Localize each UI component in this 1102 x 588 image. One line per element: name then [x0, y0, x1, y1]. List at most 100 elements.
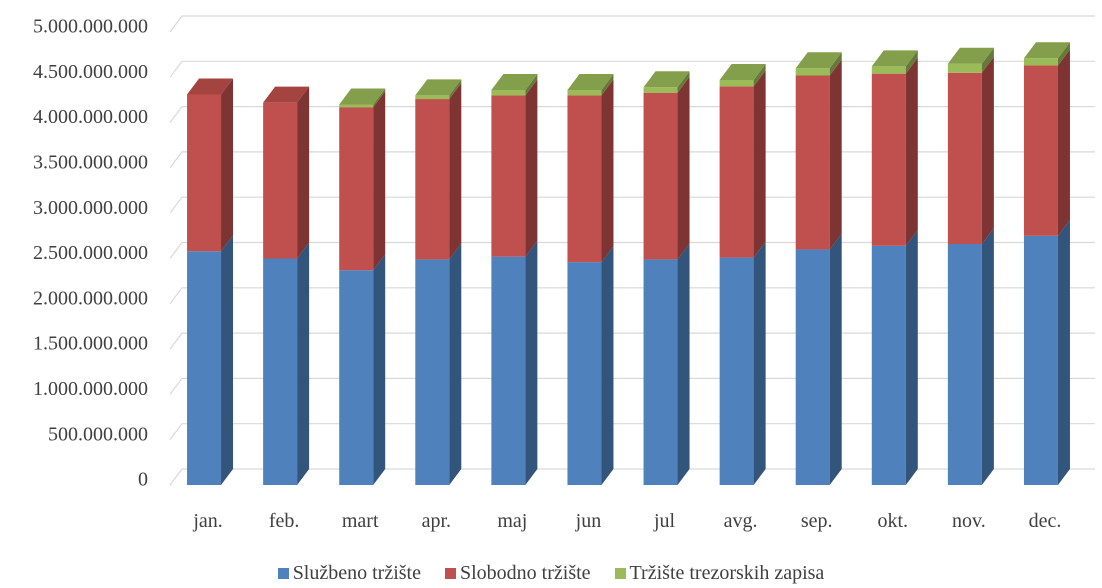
bar-segment-treasury-side: [905, 50, 918, 74]
bar-segment-free: [415, 99, 450, 260]
bar-segment-free: [491, 95, 526, 257]
y-tick-label: 5.000.000.000: [33, 16, 148, 38]
gridline: [169, 60, 1095, 78]
y-tick-label: 1.000.000.000: [33, 378, 148, 400]
bar-segment-official: [415, 259, 450, 485]
bar-segment-free: [339, 107, 374, 271]
x-tick-label: avg.: [724, 510, 758, 532]
bar-segment-official-side: [753, 241, 766, 485]
bar-segment-treasury-top: [339, 88, 386, 105]
x-tick-label: sep.: [801, 510, 833, 532]
bar-segment-official-side: [601, 246, 614, 485]
gridline: [169, 332, 1095, 350]
bar-segment-treasury: [947, 63, 982, 73]
y-tick-label: 1.500.000.000: [33, 333, 148, 355]
bar-segment-treasury: [643, 87, 678, 93]
bar-segment-free-side: [677, 76, 690, 260]
x-tick-label: okt.: [878, 510, 909, 532]
bar-segment-free: [795, 75, 830, 250]
bar-segment-official-side: [297, 242, 310, 485]
bar-segment-treasury-top: [1023, 42, 1070, 59]
bar-segment-free: [1023, 65, 1058, 236]
bar-segment-free-top: [263, 86, 310, 103]
bar-segment-free-side: [905, 57, 918, 246]
bar-segment-treasury-top: [719, 64, 766, 81]
bar-segment-treasury-side: [449, 79, 462, 100]
bar-segment-treasury: [871, 66, 906, 74]
gridline: [169, 105, 1095, 123]
bar-segment-official: [643, 259, 678, 485]
bar-segment-official-side: [449, 243, 462, 485]
bar-segment-treasury-side: [601, 73, 614, 96]
bar-segment-free: [643, 92, 678, 260]
legend-swatch: [277, 568, 289, 579]
gridline: [169, 287, 1095, 305]
y-tick-label: 2.500.000.000: [33, 242, 148, 264]
bar-segment-official: [871, 245, 906, 485]
x-tick-label: mart: [342, 510, 379, 532]
legend-item: Tržište trezorskih zapisa: [614, 562, 825, 585]
legend-swatch: [445, 568, 456, 579]
bar-segment-free: [871, 73, 906, 246]
bar-segment-official: [339, 270, 374, 485]
bar-segment-free-side: [753, 70, 766, 258]
gridline: [169, 423, 1095, 441]
bar-segment-treasury-side: [525, 73, 538, 96]
x-tick-label: apr.: [422, 510, 451, 532]
bar-segment-official: [187, 251, 222, 485]
y-tick-label: 0: [138, 469, 148, 491]
bar-segment-treasury: [415, 95, 450, 100]
bar-segment-official-side: [525, 240, 538, 485]
bar-segment-treasury: [1023, 58, 1058, 66]
bar-segment-free-side: [829, 59, 842, 250]
gridline: [169, 377, 1095, 395]
legend-item: Službeno tržište: [277, 562, 421, 585]
bar-segment-official: [567, 262, 602, 485]
bar-segment-treasury-top: [871, 50, 918, 67]
bar-segment-treasury: [719, 80, 754, 87]
bar-segment-free: [263, 102, 298, 259]
bar-segment-free-side: [981, 56, 994, 245]
bar-segment-treasury-side: [981, 47, 994, 73]
bar-segment-official: [719, 257, 754, 485]
bar-segment-official-side: [905, 229, 918, 485]
bar-segment-treasury-side: [677, 71, 690, 93]
legend-label: Slobodno tržište: [460, 562, 591, 584]
y-tick-label: 3.500.000.000: [33, 151, 148, 173]
stacked-bar-chart: 0 500.000.000 1.000.000.000 1.500.000.000 2.…: [33, 15, 1095, 532]
legend-swatch: [614, 568, 626, 579]
bar-segment-treasury-top: [491, 73, 538, 90]
legend-label: Tržište trezorskih zapisa: [629, 562, 825, 584]
bar-segment-treasury: [491, 89, 526, 96]
y-tick-label: 500.000.000: [48, 423, 148, 445]
bar-segment-treasury-top: [795, 52, 842, 69]
bar-segment-treasury-side: [753, 64, 766, 87]
bar-segment-official-side: [981, 228, 994, 485]
bar-segment-free-side: [297, 86, 310, 259]
bar-segment-treasury-top: [947, 47, 994, 64]
y-tick-label: 4.500.000.000: [33, 61, 148, 83]
x-tick-label: jan.: [192, 510, 222, 532]
bar-segment-official: [263, 258, 298, 485]
bar-segment-free: [567, 95, 602, 263]
legend-label: Službeno tržište: [292, 562, 421, 584]
gridline: [169, 15, 1095, 33]
bar-segment-free: [719, 86, 754, 258]
x-tick-label: jul: [653, 510, 676, 532]
bar-segment-free: [947, 72, 982, 245]
bar-segment-treasury-side: [1057, 42, 1070, 66]
bar-segment-free-side: [525, 79, 538, 257]
bar-segment-official: [795, 249, 830, 485]
bar-segment-official: [1023, 235, 1058, 485]
legend: Službeno tržište Slobodno tržište Tržište …: [0, 562, 1102, 585]
bar-segment-treasury: [567, 89, 602, 96]
x-tick-label: nov.: [952, 510, 986, 532]
legend-item: Slobodno tržište: [445, 562, 591, 585]
bar-segment-treasury-side: [829, 52, 842, 76]
bar-segment-free-side: [221, 78, 234, 252]
bar-segment-treasury-top: [415, 79, 462, 96]
bar-segment-official-side: [1057, 219, 1070, 485]
bar-segment-official: [947, 244, 982, 485]
bar-segment-treasury-side: [373, 88, 386, 108]
